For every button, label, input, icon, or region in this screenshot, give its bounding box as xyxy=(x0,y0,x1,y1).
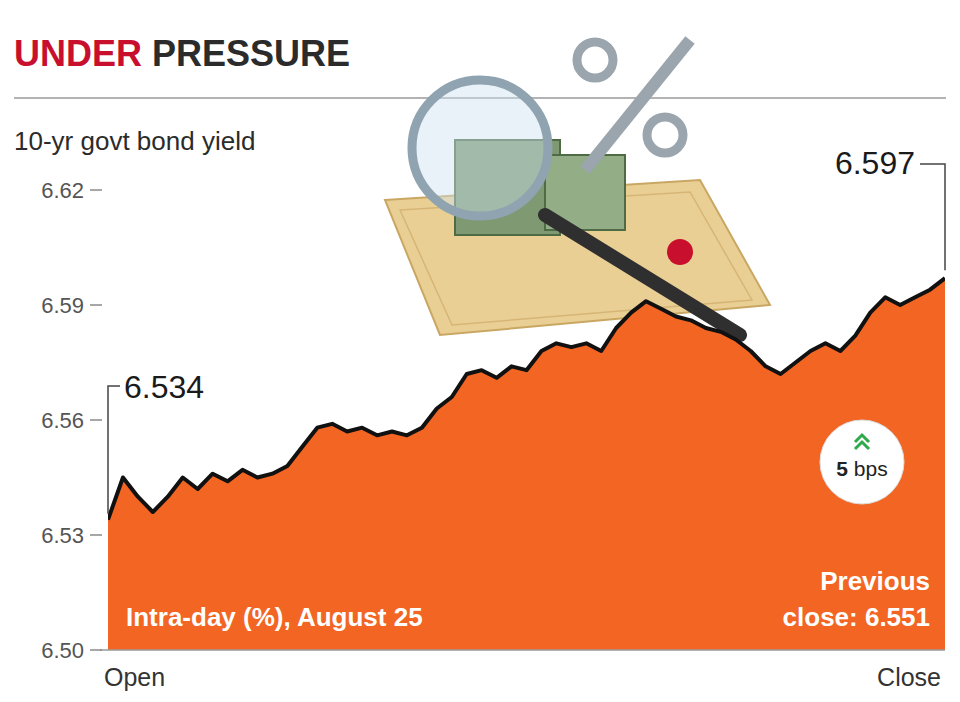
close-leader xyxy=(920,164,945,270)
illustration xyxy=(385,40,770,335)
title-word: UNDER xyxy=(14,33,142,74)
badge-chevron xyxy=(855,442,869,449)
title-word: PRESSURE xyxy=(142,33,350,74)
percent-sign xyxy=(585,40,690,170)
y-tick-label: 6.56 xyxy=(41,408,84,433)
badge-word: 5 xyxy=(836,457,848,480)
seal xyxy=(667,239,693,265)
line xyxy=(108,278,945,519)
y-tick-label: 6.59 xyxy=(41,293,84,318)
title: UNDER PRESSURE xyxy=(14,33,350,74)
y-tick-label: 6.53 xyxy=(41,523,84,548)
y-tick xyxy=(90,304,102,306)
y-tick xyxy=(90,189,102,191)
x-axis xyxy=(100,649,945,651)
y-tick xyxy=(90,649,102,651)
badge-label: 5 bps xyxy=(836,457,887,480)
chart: UNDER PRESSURE 10-yr govt bond yield 6.50 6… xyxy=(0,0,960,702)
plot xyxy=(108,278,945,650)
percent-sign xyxy=(577,42,613,78)
x-tick-label: Open xyxy=(104,663,165,691)
y-tick-label: 6.50 xyxy=(41,638,84,663)
area xyxy=(108,278,945,650)
y-tick xyxy=(90,534,102,536)
note: Intra-day (%), August 25 xyxy=(126,602,423,632)
previous-close: Previous close: 6.551 xyxy=(783,566,930,632)
open-label: 6.534 xyxy=(124,369,204,405)
badge-word: bps xyxy=(848,457,888,480)
badge xyxy=(820,420,904,504)
y-tick-label: 6.62 xyxy=(41,178,84,203)
magnifier-lens xyxy=(412,80,548,216)
y-tick xyxy=(90,419,102,421)
previous-close-line: Previous xyxy=(820,566,930,596)
subtitle: 10-yr govt bond yield xyxy=(14,126,255,156)
previous-close-line: close: 6.551 xyxy=(783,602,930,632)
percent-sign xyxy=(647,117,683,153)
x-tick-label: Close xyxy=(877,663,941,691)
close-label: 6.597 xyxy=(835,145,915,181)
open-leader xyxy=(108,386,120,514)
